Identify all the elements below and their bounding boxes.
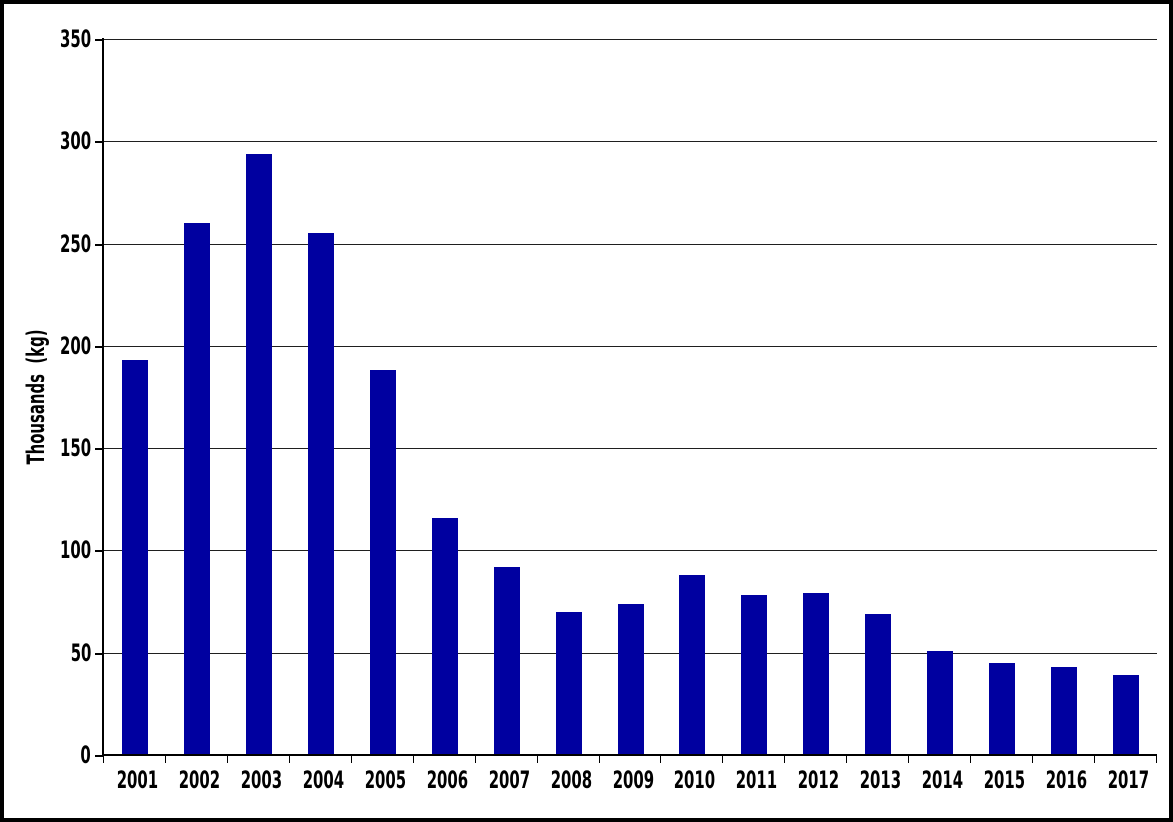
gridline [104,448,1157,450]
plot-area [104,39,1157,755]
gridline [104,345,1157,347]
y-tick-label: 200 [59,331,91,360]
x-tick-label: 2010 [674,766,716,794]
x-tick-label: 2017 [1107,766,1150,794]
x-tick-label: 2015 [983,766,1026,794]
y-tick-label: 0 [80,741,91,769]
x-tick-label: 2016 [1045,766,1088,794]
x-tick-mark [288,756,290,763]
bar-2012 [803,593,830,755]
bar-2009 [617,603,644,755]
bar-2005 [369,370,396,755]
y-tick-mark [95,243,104,246]
x-tick-label: 2002 [178,766,221,794]
y-tick-mark [95,39,104,41]
x-tick-mark [1094,756,1096,763]
x-tick-label: 2012 [798,766,840,794]
x-tick-label: 2005 [364,766,406,794]
x-tick-mark [226,756,228,763]
x-tick-mark [970,756,972,763]
x-tick-label: 2007 [488,766,530,794]
bar-2014 [927,650,954,755]
bar-2008 [555,611,582,755]
y-tick-mark [95,141,104,144]
bar-2017 [1113,675,1140,755]
y-tick-label: 100 [59,536,91,565]
y-tick-mark [95,448,104,451]
bar-2011 [741,595,768,755]
x-tick-label: 2003 [240,766,282,794]
bar-2006 [431,517,458,755]
y-tick-label: 300 [59,127,91,156]
y-tick-label: 150 [59,434,91,463]
x-tick-mark [1156,756,1157,763]
x-tick-mark [722,756,724,763]
y-tick-label: 250 [59,229,91,258]
x-tick-mark [474,756,476,763]
gridline [104,243,1157,245]
x-tick-label: 2013 [859,766,902,794]
x-tick-label: 2014 [921,766,964,794]
x-tick-mark [1032,756,1034,763]
x-tick-mark [164,756,166,763]
x-tick-label: 2004 [302,766,344,794]
x-tick-mark [536,756,538,763]
x-tick-mark [784,756,786,763]
x-tick-label: 2011 [736,766,778,794]
bar-2010 [679,574,706,755]
x-tick-label: 2006 [426,766,468,794]
x-tick-mark [412,756,414,763]
x-tick-label: 2008 [550,766,592,794]
bar-2004 [307,233,334,755]
bar-2002 [183,223,210,755]
x-tick-label: 2009 [612,766,654,794]
x-tick-mark [846,756,848,763]
y-tick-label: 50 [70,638,91,667]
gridline [104,39,1157,40]
x-tick-mark [660,756,662,763]
bar-2013 [865,613,892,755]
gridline [104,550,1157,552]
x-tick-mark [908,756,910,763]
x-tick-mark [103,756,104,763]
y-axis-line [102,38,104,756]
gridline [104,141,1157,143]
bar-2016 [1051,667,1078,755]
bar-2015 [989,662,1016,755]
y-tick-mark [95,550,104,553]
x-tick-mark [598,756,600,763]
y-tick-mark [95,652,104,655]
bar-2001 [121,360,148,755]
bar-2003 [245,153,272,755]
y-tick-mark [95,345,104,348]
y-tick-label: 350 [59,25,91,53]
x-tick-mark [350,756,352,763]
x-tick-label: 2001 [116,766,159,794]
x-axis-line [102,754,1157,756]
bar-2007 [493,566,520,755]
y-tick-mark [95,755,104,757]
